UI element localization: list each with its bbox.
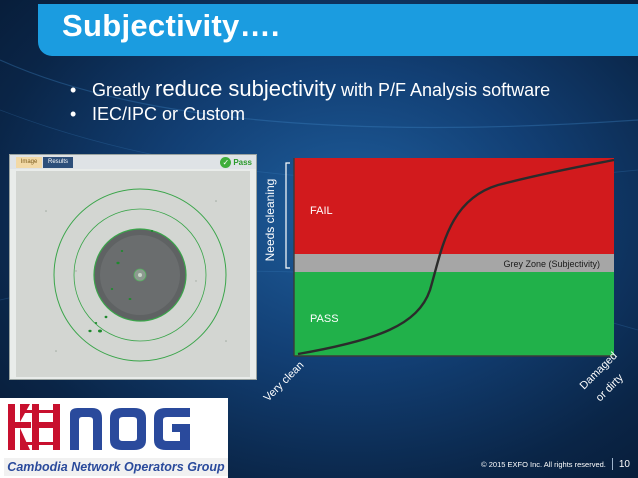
slide-footer: © 2015 EXFO Inc. All rights reserved. 10 (481, 458, 630, 470)
bullet-item: • IEC/IPC or Custom (70, 104, 550, 132)
page-number: 10 (618, 458, 630, 470)
cleanliness-curve (297, 158, 615, 356)
bullet-item: • Greatly reduce subjectivity with P/F A… (70, 76, 550, 104)
pass-label: PASS (310, 313, 339, 325)
bullet-text-pre: Greatly (92, 80, 156, 100)
footer-separator (611, 458, 613, 470)
grey-zone-label: Grey Zone (Subjectivity) (503, 259, 600, 269)
bullet-text: Greatly reduce subjectivity with P/F Ana… (92, 76, 550, 102)
checkmark-icon: ✓ (220, 156, 232, 168)
cnog-logo-mark (8, 404, 190, 450)
inspection-tabs: Image Results ✓ Pass (10, 155, 256, 169)
pass-status-label: Pass (233, 157, 252, 167)
pass-status: ✓ Pass (220, 156, 252, 168)
pass-fail-chart: FAIL Grey Zone (Subjectivity) PASS Very … (262, 158, 626, 404)
bullet-list: • Greatly reduce subjectivity with P/F A… (70, 76, 550, 132)
fiber-inspection-panel: Image Results ✓ Pass (9, 154, 257, 380)
fail-region (294, 158, 614, 254)
slide-title: Subjectivity…. (62, 8, 280, 43)
copyright-text: © 2015 EXFO Inc. All rights reserved. (481, 459, 606, 469)
x-start-label: Very clean (262, 359, 307, 404)
bullet-text: IEC/IPC or Custom (92, 104, 246, 124)
fiber-endface-drawing (16, 171, 250, 377)
needs-cleaning-bracket (285, 162, 290, 269)
logo-caption: Cambodia Network Operators Group (4, 458, 228, 476)
grey-zone-region (294, 254, 614, 272)
tab-results[interactable]: Results (43, 157, 73, 168)
fiber-endface-image (16, 171, 250, 377)
bullet-text-emphasis: reduce subjectivity (155, 76, 337, 101)
tab-image[interactable]: Image (16, 157, 42, 168)
title-banner (38, 4, 638, 56)
pass-region (294, 272, 614, 356)
fail-label: FAIL (310, 205, 333, 217)
bullet-dot: • (70, 80, 77, 100)
bullet-dot: • (70, 104, 77, 124)
bullet-text-post: with P/F Analysis software (336, 80, 551, 100)
